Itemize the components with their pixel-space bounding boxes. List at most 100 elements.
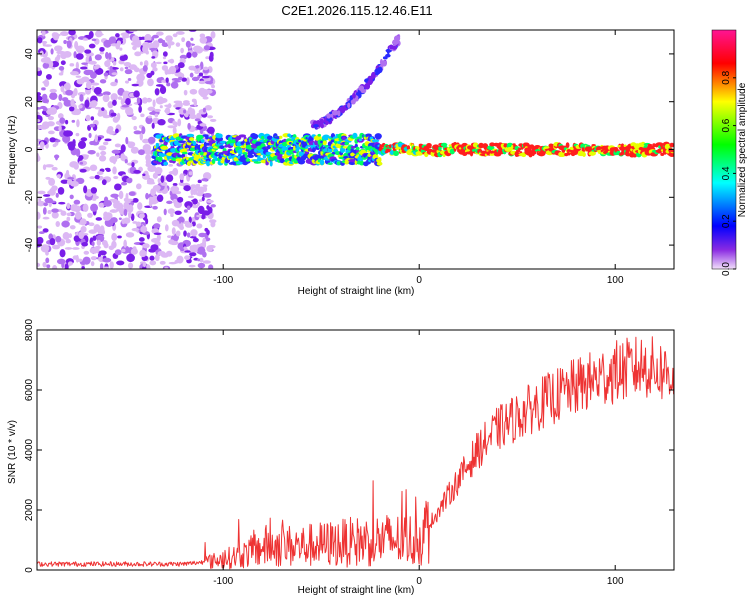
noise-speckle	[102, 94, 110, 103]
main-line-blob	[371, 139, 380, 143]
noise-speckle	[187, 195, 195, 199]
noise-speckle	[66, 202, 71, 210]
noise-speckle	[104, 60, 111, 68]
noise-speckle	[199, 123, 207, 127]
noise-speckle	[60, 60, 66, 66]
main-line-blob	[322, 140, 327, 146]
noise-speckle	[76, 119, 80, 128]
noise-speckle	[103, 211, 109, 218]
noise-speckle	[131, 116, 137, 121]
noise-speckle	[192, 237, 199, 243]
noise-speckle	[83, 185, 88, 194]
noise-speckle	[204, 80, 214, 85]
noise-speckle	[49, 187, 56, 196]
noise-speckle	[70, 204, 79, 212]
main-line-blob	[160, 145, 169, 150]
noise-speckle	[79, 94, 84, 102]
main-line-blob	[262, 154, 267, 159]
noise-speckle	[45, 257, 50, 264]
main-line-blob	[189, 160, 195, 163]
main-line-blob	[440, 142, 448, 147]
noise-speckle	[37, 67, 42, 72]
main-line-blob	[181, 153, 185, 157]
noise-speckle	[75, 61, 79, 70]
noise-speckle	[81, 266, 85, 269]
noise-speckle	[132, 45, 137, 51]
noise-speckle	[133, 90, 140, 98]
noise-speckle	[198, 232, 207, 238]
main-line-blob	[389, 150, 395, 155]
noise-speckle	[60, 210, 67, 216]
main-line-blob	[215, 133, 223, 139]
noise-speckle	[166, 200, 173, 205]
noise-speckle	[76, 78, 85, 85]
noise-speckle	[111, 232, 118, 242]
noise-speckle	[82, 256, 91, 265]
noise-speckle	[50, 48, 54, 55]
noise-speckle	[168, 164, 174, 167]
noise-speckle	[83, 250, 90, 255]
noise-speckle	[188, 65, 196, 71]
noise-speckle	[128, 191, 136, 196]
noise-speckle	[110, 193, 119, 198]
noise-speckle	[211, 84, 216, 89]
noise-speckle	[120, 153, 126, 161]
noise-speckle	[120, 181, 128, 186]
noise-speckle	[56, 174, 62, 179]
noise-speckle	[125, 97, 131, 106]
noise-speckle	[126, 177, 133, 184]
noise-speckle	[65, 169, 70, 176]
noise-speckle	[99, 225, 105, 234]
main-line-blob	[613, 147, 618, 150]
main-line-blob	[523, 142, 530, 148]
noise-speckle	[73, 199, 81, 205]
noise-speckle	[37, 37, 43, 44]
main-line-blob	[244, 154, 249, 158]
noise-speckle	[37, 95, 43, 102]
noise-speckle	[69, 63, 75, 67]
noise-speckle	[37, 107, 42, 110]
noise-speckle	[142, 45, 149, 54]
noise-speckle	[89, 164, 98, 172]
noise-speckle	[170, 81, 179, 89]
main-line-blob	[163, 162, 168, 166]
main-line-blob	[355, 146, 360, 151]
noise-speckle	[78, 104, 83, 109]
noise-speckle	[167, 208, 175, 215]
noise-speckle	[124, 80, 130, 84]
noise-speckle	[156, 234, 161, 242]
noise-speckle	[103, 242, 109, 249]
main-line-blob	[517, 147, 522, 151]
noise-speckle	[48, 130, 55, 135]
rising-branch-blob	[389, 44, 394, 50]
noise-speckle	[133, 169, 141, 174]
main-line-blob	[312, 147, 316, 153]
noise-speckle	[190, 187, 194, 196]
noise-speckle	[145, 218, 149, 225]
noise-speckle	[89, 140, 95, 146]
main-line-blob	[155, 142, 160, 148]
noise-speckle	[73, 235, 80, 242]
noise-speckle	[84, 49, 92, 54]
noise-speckle	[42, 40, 48, 44]
noise-speckle	[154, 88, 160, 96]
noise-speckle	[117, 96, 123, 100]
spectrogram-x-tick-label: -100	[213, 275, 233, 286]
snr-y-label: SNR (10 * v/v)	[7, 420, 18, 484]
noise-speckle	[124, 66, 129, 70]
rising-branch-blob	[357, 89, 361, 97]
noise-speckle	[130, 248, 138, 255]
noise-speckle	[89, 247, 99, 254]
noise-speckle	[40, 244, 49, 248]
noise-speckle	[51, 166, 58, 171]
noise-speckle	[46, 264, 51, 269]
spectrogram-y-tick-label: -40	[24, 237, 35, 252]
noise-speckle	[71, 110, 81, 116]
main-line-blob	[191, 145, 195, 148]
noise-speckle	[98, 250, 107, 256]
noise-speckle	[199, 36, 208, 44]
noise-speckle	[164, 266, 169, 269]
noise-speckle	[163, 208, 167, 216]
noise-speckle	[125, 232, 135, 238]
noise-speckle	[82, 203, 89, 212]
